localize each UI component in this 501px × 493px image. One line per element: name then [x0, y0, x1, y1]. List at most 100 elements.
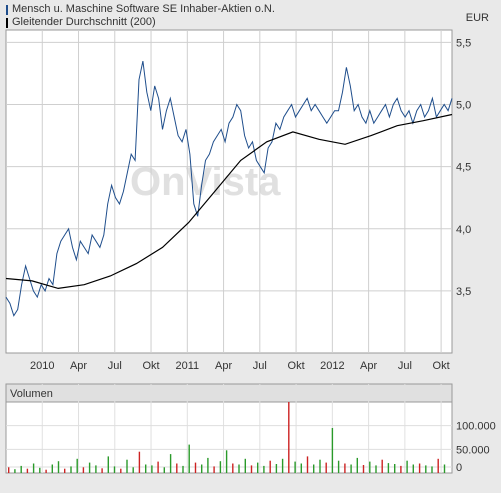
volume-bar: [157, 461, 159, 473]
volume-bar: [288, 402, 290, 473]
volume-bar: [132, 467, 134, 473]
volume-title: Volumen: [10, 388, 53, 400]
volume-bar: [387, 463, 390, 473]
volume-bar: [145, 464, 147, 473]
volume-bar: [431, 466, 433, 473]
volume-bar: [76, 458, 78, 473]
volume-tick-label: 100.000: [456, 421, 496, 433]
volume-bar: [263, 465, 265, 473]
volume-tick-label: 50.000: [456, 444, 490, 456]
legend-label-moving-average: Gleitender Durchschnitt (200): [12, 16, 156, 28]
volume-bar: [443, 464, 446, 473]
volume-bar: [269, 460, 271, 473]
volume-bar: [120, 468, 122, 473]
price-line: [5, 60, 453, 317]
volume-bar: [319, 459, 321, 473]
volume-bar: [70, 466, 72, 473]
volume-bar: [219, 461, 222, 473]
volume-bar: [337, 460, 340, 473]
volume-bar: [64, 468, 66, 473]
volume-bar: [350, 464, 352, 473]
volume-header: [5, 383, 453, 403]
x-tick-label: Okt: [433, 360, 450, 372]
volume-bar: [325, 462, 327, 473]
watermark: OnVista: [130, 160, 281, 204]
legend-label-price: Mensch u. Maschine Software SE Inhaber-A…: [12, 3, 275, 15]
x-tick-label: Jul: [398, 360, 412, 372]
volume-bar: [412, 464, 414, 473]
volume-bar: [151, 465, 153, 473]
volume-bar: [418, 463, 421, 473]
volume-bar: [306, 456, 309, 473]
volume-bar: [51, 464, 53, 473]
volume-bar: [425, 465, 427, 473]
x-tick-label: 2010: [30, 360, 54, 372]
volume-bar: [244, 458, 246, 473]
volume-bar: [225, 450, 228, 473]
x-tick-label: 2012: [320, 360, 344, 372]
price-plot-area: [5, 29, 453, 354]
volume-bar: [275, 464, 278, 473]
volume-bar: [57, 461, 60, 473]
legend-item-moving-average: Gleitender Durchschnitt (200): [6, 16, 275, 29]
volume-bar: [375, 465, 377, 473]
y-tick-label: 5,0: [456, 100, 471, 112]
volume-bar: [138, 451, 141, 473]
y-tick-label: 3,5: [456, 286, 471, 298]
x-tick-label: 2011: [175, 360, 199, 372]
volume-bar: [362, 465, 365, 473]
x-tick-label: Apr: [360, 360, 377, 372]
volume-bar: [95, 465, 97, 473]
volume-bar: [437, 458, 439, 473]
x-tick-label: Okt: [142, 360, 159, 372]
volume-bar: [369, 461, 371, 473]
volume-bar: [201, 464, 203, 473]
chart-legend: Mensch u. Maschine Software SE Inhaber-A…: [6, 3, 275, 29]
volume-bar: [8, 467, 10, 473]
volume-bar: [406, 460, 408, 473]
volume-bar: [113, 466, 116, 473]
volume-bar: [356, 457, 358, 473]
volume-bar: [238, 464, 240, 473]
volume-bar: [20, 465, 22, 473]
volume-bar: [331, 428, 334, 473]
volume-bar: [232, 463, 234, 473]
volume-bar: [126, 459, 128, 473]
volume-bar: [194, 462, 197, 473]
volume-bar: [45, 469, 47, 473]
x-tick-label: Apr: [70, 360, 87, 372]
volume-bar: [14, 469, 16, 473]
volume-bar: [344, 463, 346, 473]
x-tick-label: Okt: [288, 360, 305, 372]
x-tick-label: Jul: [253, 360, 267, 372]
volume-bar: [88, 462, 91, 473]
legend-item-price: Mensch u. Maschine Software SE Inhaber-A…: [6, 3, 275, 16]
legend-swatch-moving-average: [6, 17, 8, 28]
volume-bar: [169, 454, 172, 473]
volume-bar: [182, 465, 184, 473]
x-tick-label: Jul: [108, 360, 122, 372]
moving-average-line: [5, 113, 453, 290]
volume-bar: [188, 444, 190, 473]
volume-plot-area: [5, 401, 453, 474]
volume-tick-label: 0: [456, 462, 462, 474]
y-tick-label: 4,0: [456, 224, 471, 236]
x-tick-label: Apr: [215, 360, 232, 372]
volume-bar: [207, 457, 209, 473]
volume-bar: [101, 468, 103, 473]
volume-bar: [32, 463, 35, 473]
volume-bar: [294, 461, 296, 473]
unit-label: EUR: [465, 12, 489, 24]
volume-bar: [250, 465, 253, 473]
volume-bar: [82, 467, 85, 473]
volume-bar: [381, 459, 383, 473]
volume-bar: [313, 464, 315, 473]
volume-bar: [107, 456, 109, 473]
volume-bar: [394, 464, 396, 473]
volume-bar: [281, 458, 284, 473]
volume-bar: [400, 465, 402, 473]
volume-bar: [39, 467, 41, 473]
volume-bar: [163, 467, 165, 473]
volume-bar: [257, 462, 259, 473]
